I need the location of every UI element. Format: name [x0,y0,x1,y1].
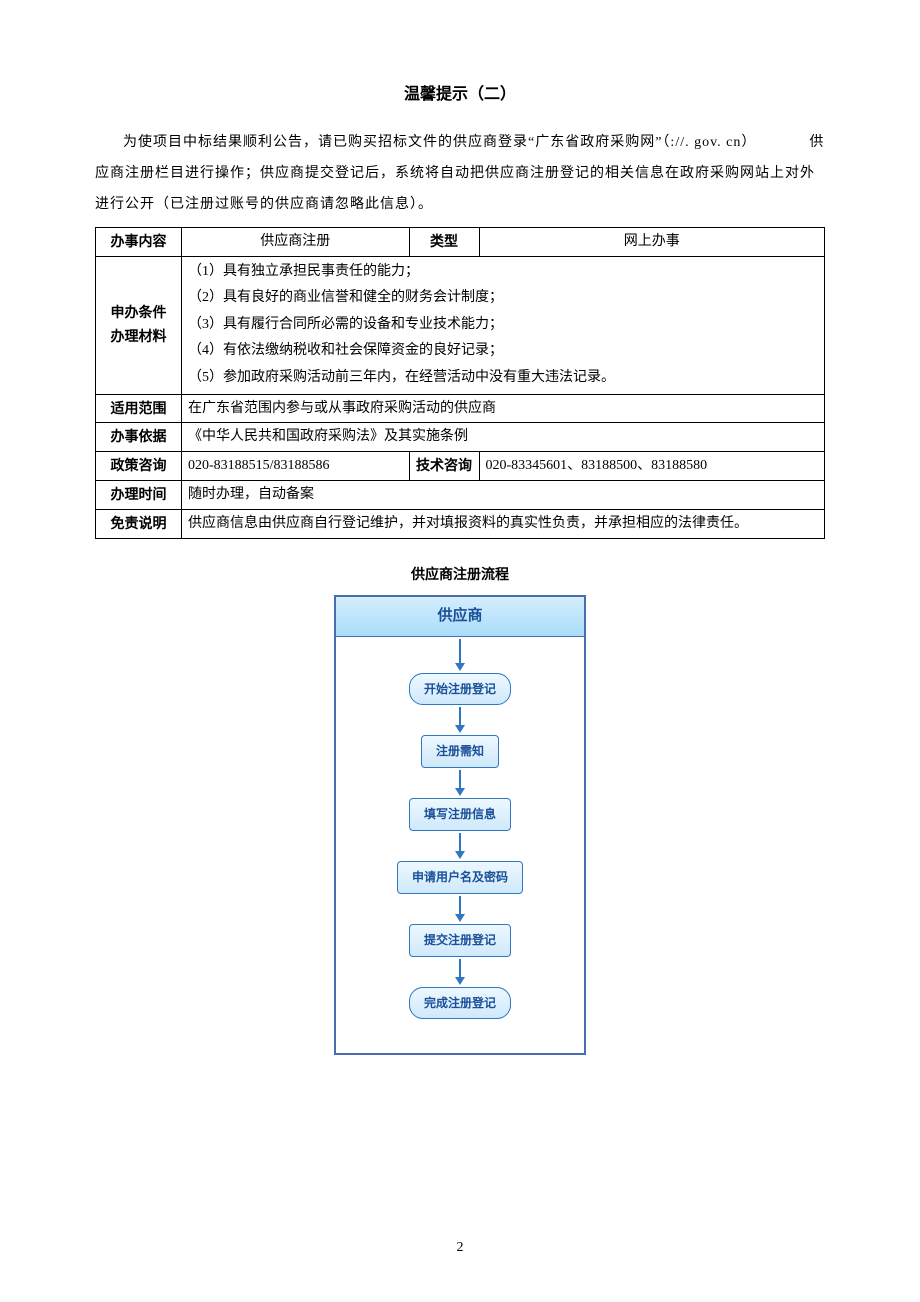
table-row: 办事依据 《中华人民共和国政府采购法》及其实施条例 [96,423,825,452]
head-line: 申办条件 [102,301,175,325]
cell-head: 申办条件 办理材料 [96,256,182,394]
cell-head: 免责说明 [96,509,182,538]
intro-paragraph: 为使项目中标结果顺利公告，请已购买招标文件的供应商登录“广东省政府采购网”（:/… [95,128,825,220]
condition-item: （1）具有独立承担民事责任的能力； [188,259,818,286]
cell-value: 网上办事 [479,227,824,256]
arrow-down-icon [455,959,465,985]
arrow-down-icon [455,770,465,796]
cell-head: 类型 [409,227,479,256]
cell-conditions: （1）具有独立承担民事责任的能力； （2）具有良好的商业信誉和健全的财务会计制度… [182,256,825,394]
table-row: 免责说明 供应商信息由供应商自行登记维护，并对填报资料的真实性负责，并承担相应的… [96,509,825,538]
cell-value: 020-83345601、83188500、83188580 [479,452,824,481]
table-row: 办事内容 供应商注册 类型 网上办事 [96,227,825,256]
cell-head: 技术咨询 [409,452,479,481]
condition-item: （3）具有履行合同所必需的设备和专业技术能力； [188,312,818,339]
flow-node: 注册需知 [421,735,499,768]
arrow-down-icon [455,896,465,922]
flow-node: 申请用户名及密码 [397,861,523,894]
page-title: 温馨提示（二） [95,80,825,110]
flow-node: 完成注册登记 [409,987,511,1020]
head-line: 办理材料 [102,325,175,349]
cell-value: 020-83188515/83188586 [182,452,410,481]
arrow-down-icon [455,639,465,671]
cell-value: 供应商信息由供应商自行登记维护，并对填报资料的真实性负责，并承担相应的法律责任。 [182,509,825,538]
cell-value: 在广东省范围内参与或从事政府采购活动的供应商 [182,394,825,423]
condition-item: （2）具有良好的商业信誉和健全的财务会计制度； [188,285,818,312]
cell-head: 适用范围 [96,394,182,423]
flowchart-header: 供应商 [336,597,584,637]
flow-node: 填写注册信息 [409,798,511,831]
flowchart-panel: 供应商 开始注册登记注册需知填写注册信息申请用户名及密码提交注册登记完成注册登记 [334,595,586,1055]
table-row: 申办条件 办理材料 （1）具有独立承担民事责任的能力； （2）具有良好的商业信誉… [96,256,825,394]
table-row: 办理时间 随时办理，自动备案 [96,480,825,509]
cell-value: 随时办理，自动备案 [182,480,825,509]
flow-node: 开始注册登记 [409,673,511,706]
cell-head: 办事内容 [96,227,182,256]
cell-head: 办事依据 [96,423,182,452]
flow-node: 提交注册登记 [409,924,511,957]
info-table: 办事内容 供应商注册 类型 网上办事 申办条件 办理材料 （1）具有独立承担民事… [95,227,825,539]
arrow-down-icon [455,707,465,733]
condition-item: （5）参加政府采购活动前三年内，在经营活动中没有重大违法记录。 [188,365,818,392]
cell-head: 办理时间 [96,480,182,509]
table-row: 适用范围 在广东省范围内参与或从事政府采购活动的供应商 [96,394,825,423]
cell-head: 政策咨询 [96,452,182,481]
arrow-down-icon [455,833,465,859]
cell-value: 《中华人民共和国政府采购法》及其实施条例 [182,423,825,452]
page-number: 2 [0,1235,920,1262]
condition-item: （4）有依法缴纳税收和社会保障资金的良好记录； [188,338,818,365]
flowchart-title: 供应商注册流程 [95,561,825,588]
flowchart-body: 开始注册登记注册需知填写注册信息申请用户名及密码提交注册登记完成注册登记 [336,637,584,1020]
table-row: 政策咨询 020-83188515/83188586 技术咨询 020-8334… [96,452,825,481]
cell-value: 供应商注册 [182,227,410,256]
